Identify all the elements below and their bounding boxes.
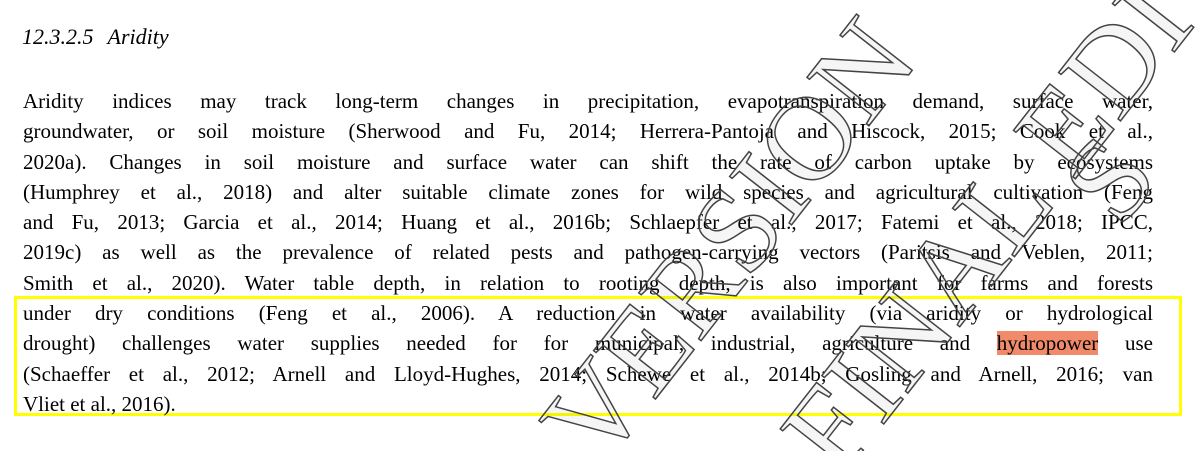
section-heading: 12.3.2.5 Aridity [22,24,169,50]
paragraph: Aridity indices may track long-term chan… [23,86,1153,419]
text-line: drought) challenges water supplies neede… [23,328,1153,358]
section-title: Aridity [107,24,169,49]
text-line: (Humphrey et al., 2018) and alter suitab… [23,179,1153,204]
highlight-box [14,296,1182,416]
text-line: 2019c) as well as the prevalence of rela… [23,240,1153,265]
text-line: Aridity indices may track long-term chan… [23,89,1153,113]
section-number: 12.3.2.5 [22,24,94,49]
text-line: Vliet et al., 2016). [23,391,176,416]
text-line: groundwater, or soil moisture (Sherwood … [23,119,1153,144]
highlighted-word: hydropower [996,331,1099,356]
text-line: (Schaeffer et al., 2012; Arnell and Lloy… [23,361,1153,386]
text-line: under dry conditions (Feng et al., 2006)… [23,301,1153,326]
text-line: Smith et al., 2020). Water table depth, … [23,270,1153,295]
text-span: drought) challenges water supplies neede… [23,331,997,356]
text-line: and Fu, 2013; Garcia et al., 2014; Huang… [23,210,1153,235]
text-span: use [1098,331,1153,356]
text-line: 2020a). Changes in soil moisture and sur… [23,149,1153,174]
